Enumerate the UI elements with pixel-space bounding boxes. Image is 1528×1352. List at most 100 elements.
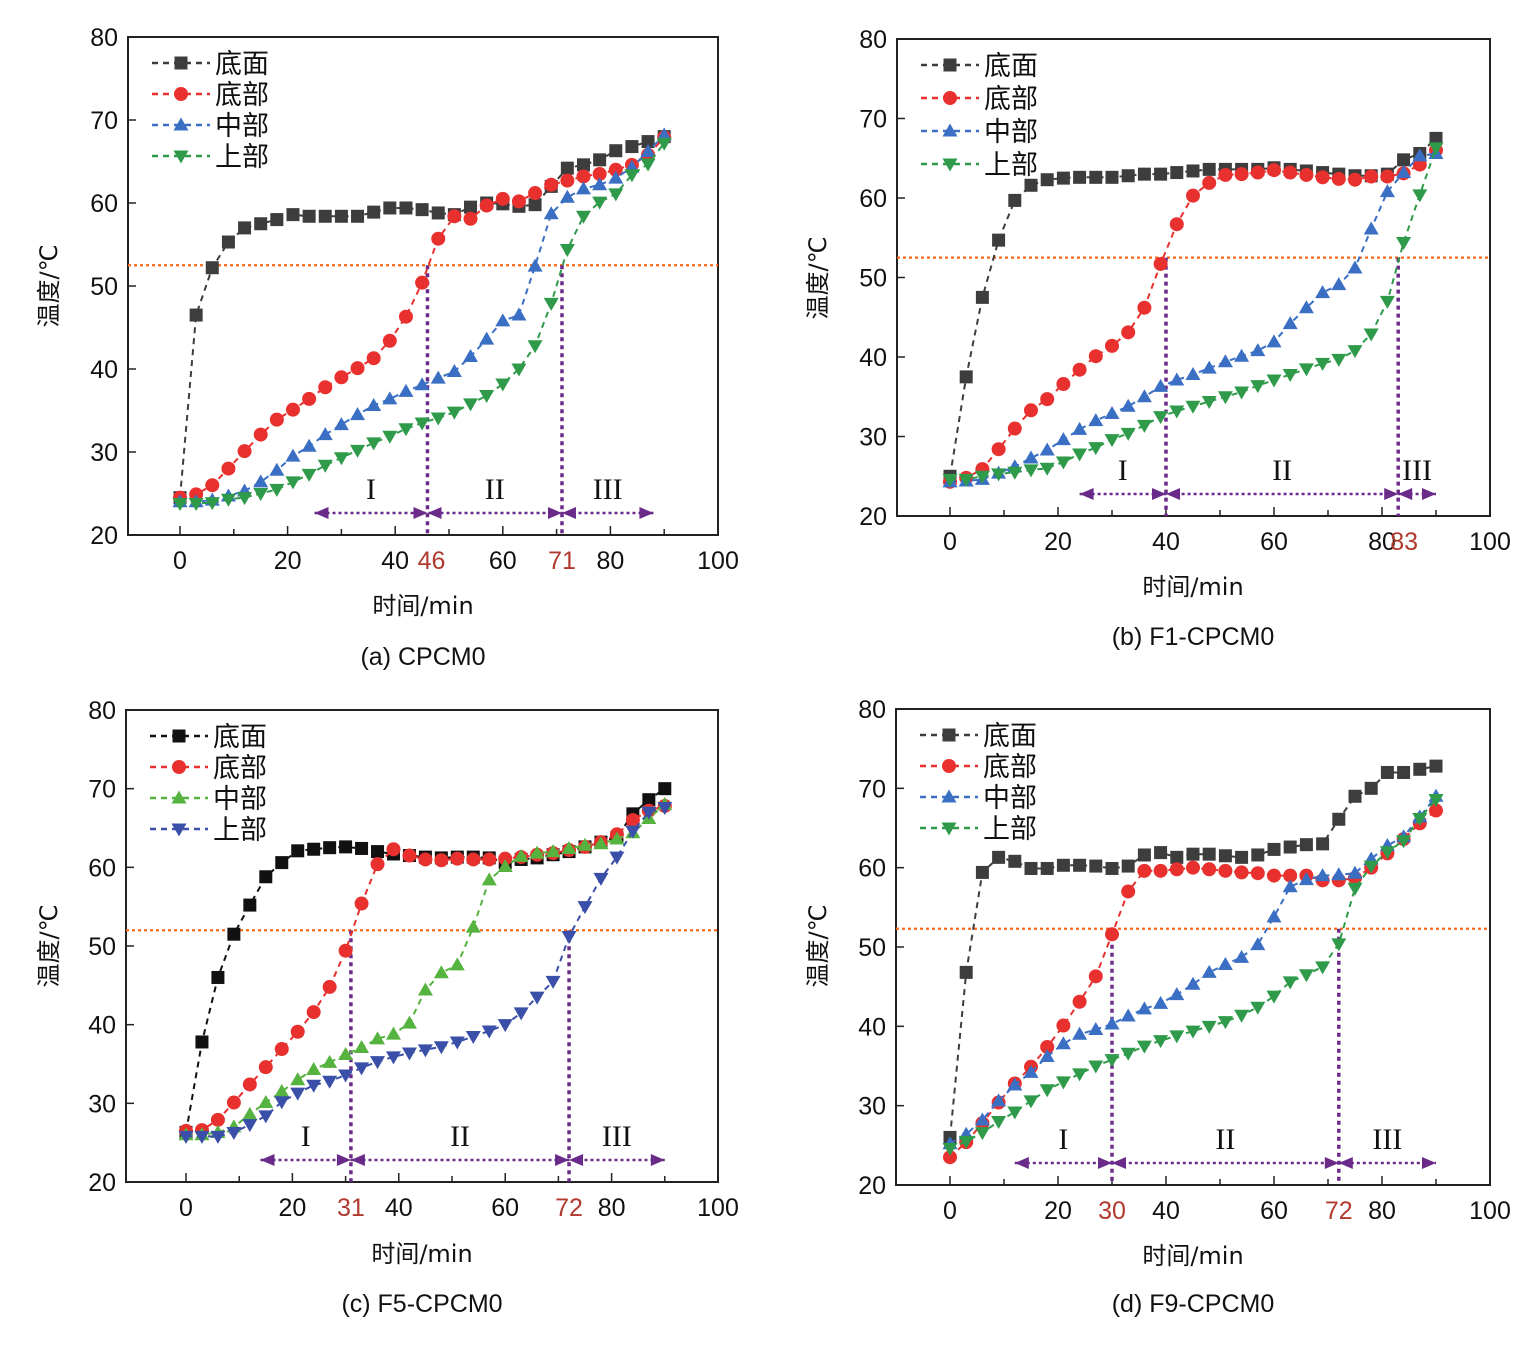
data-point-上部-39 [1153, 411, 1169, 425]
data-point-中部-33 [350, 407, 366, 421]
panel-c: (c) F5-CPCM0 时间/min 温度/℃ 20 30 40 50 60 70 80 0… [35, 697, 739, 1318]
data-point-中部-57 [479, 331, 495, 345]
data-point-底部-39 [386, 842, 401, 857]
data-point-中部-63 [1282, 316, 1298, 330]
data-point-底部-24 [306, 1005, 321, 1020]
data-point-底部-12 [242, 1077, 257, 1092]
data-point-中部-69 [545, 844, 561, 858]
data-point-上部-84 [624, 169, 640, 183]
y-tick-label-20: 20 [859, 503, 887, 531]
data-point-底面-84 [625, 140, 639, 154]
stage-arrowhead-right [639, 507, 654, 519]
data-point-中部-18 [269, 462, 285, 476]
data-point-底部-15 [253, 427, 268, 442]
data-point-底面-69 [1316, 837, 1330, 851]
data-point-上部-81 [1379, 295, 1395, 309]
data-point-上部-24 [1072, 1068, 1088, 1082]
data-point-底面-87 [1413, 762, 1427, 776]
data-point-上部-54 [463, 398, 479, 412]
x-tick-label-60: 60 [1260, 528, 1288, 556]
x-highlight-label-30: 30 [1098, 1197, 1126, 1225]
data-point-上部-3 [958, 1135, 974, 1149]
data-point-上部-27 [1088, 442, 1104, 456]
data-point-底面-18 [1040, 173, 1054, 187]
data-point-中部-63 [513, 848, 529, 862]
panel-b: (b) F1-CPCM0 时间/min 温度/℃ 20 30 40 50 60 70 80 0… [804, 26, 1511, 651]
data-point-底面-30 [1105, 170, 1119, 184]
data-point-中部-87 [1412, 148, 1428, 162]
data-point-中部-39 [382, 391, 398, 405]
data-point-底部-63 [1283, 868, 1298, 883]
data-point-中部-75 [577, 837, 593, 851]
data-point-上部-90 [1428, 142, 1444, 156]
data-point-上部-3 [188, 497, 204, 511]
data-point-底面-48 [1202, 162, 1216, 176]
data-point-中部-39 [1153, 378, 1169, 392]
data-point-底部-0 [943, 1150, 957, 1165]
data-point-底面-42 [399, 201, 413, 215]
data-point-上部-42 [1169, 405, 1185, 419]
data-point-底部-27 [1088, 969, 1103, 984]
panel-d: (d) F9-CPCM0 时间/min 温度/℃ 20 30 40 50 60 70 80 0… [804, 696, 1511, 1318]
data-point-底部-36 [1137, 863, 1152, 878]
data-point-底部-33 [1121, 884, 1136, 899]
legend-marker-底面 [174, 56, 188, 70]
data-point-上部-45 [414, 417, 430, 431]
stage-arrowhead-left-1 [569, 1154, 584, 1166]
data-point-底面-87 [641, 135, 655, 149]
data-point-上部-51 [449, 1036, 465, 1050]
data-point-底面-39 [383, 201, 397, 215]
xlabel-d: 时间/min [1142, 1242, 1243, 1270]
data-point-中部-78 [592, 177, 608, 191]
data-point-底面-21 [286, 208, 300, 222]
data-point-上部-18 [274, 1096, 290, 1110]
data-point-上部-57 [479, 390, 495, 404]
data-point-上部-42 [1169, 1030, 1185, 1044]
data-point-上部-6 [210, 1130, 226, 1144]
data-point-底部-75 [576, 169, 591, 184]
x-tick-label-60: 60 [491, 1194, 519, 1222]
stage-arrowhead-left [1079, 488, 1094, 500]
data-point-中部-45 [1185, 366, 1201, 380]
stage-label-II: II [485, 473, 505, 506]
data-point-底部-45 [1186, 860, 1200, 875]
x-tick-label-20: 20 [274, 547, 302, 575]
data-point-底部-57 [1250, 866, 1265, 881]
x-tick-label-100: 100 [1469, 528, 1511, 556]
data-point-上部-63 [513, 1007, 529, 1021]
x-tick-label-100: 100 [697, 547, 739, 575]
data-point-底面-33 [1121, 169, 1135, 183]
data-point-中部-18 [274, 1084, 290, 1098]
series-line-中部 [949, 152, 1437, 483]
data-point-上部-15 [253, 488, 269, 501]
data-point-上部-66 [1298, 969, 1314, 983]
data-point-上部-72 [1331, 938, 1347, 952]
data-point-中部-54 [465, 919, 481, 933]
y-tick-label-20: 20 [88, 1169, 116, 1197]
data-point-上部-21 [285, 476, 301, 490]
legend-marker-上部 [942, 158, 958, 172]
data-point-底部-51 [1218, 167, 1233, 182]
data-point-底部-36 [370, 857, 385, 872]
legend-label-上部: 上部 [984, 150, 1038, 181]
data-point-底部-21 [285, 402, 300, 417]
x-tick-label-80: 80 [596, 547, 624, 575]
data-point-上部-9 [220, 493, 236, 507]
data-point-底部-42 [1169, 862, 1184, 877]
data-point-底部-6 [210, 1112, 225, 1127]
data-point-中部-30 [1104, 405, 1120, 419]
data-point-上部-9 [226, 1126, 242, 1140]
data-point-中部-30 [338, 1047, 354, 1061]
data-point-上部-54 [465, 1030, 481, 1044]
data-point-中部-60 [497, 859, 513, 873]
data-point-上部-57 [1250, 380, 1266, 394]
series-line-底部 [179, 136, 665, 499]
data-point-中部-63 [1282, 879, 1298, 893]
data-point-底面-57 [1251, 848, 1265, 862]
stage-label-II: II [450, 1120, 470, 1153]
caption-a: (a) CPCM0 [360, 643, 485, 671]
data-point-上部-42 [401, 1047, 417, 1061]
stage-arrowhead-left-1 [1398, 488, 1413, 500]
data-point-底面-6 [211, 970, 225, 984]
